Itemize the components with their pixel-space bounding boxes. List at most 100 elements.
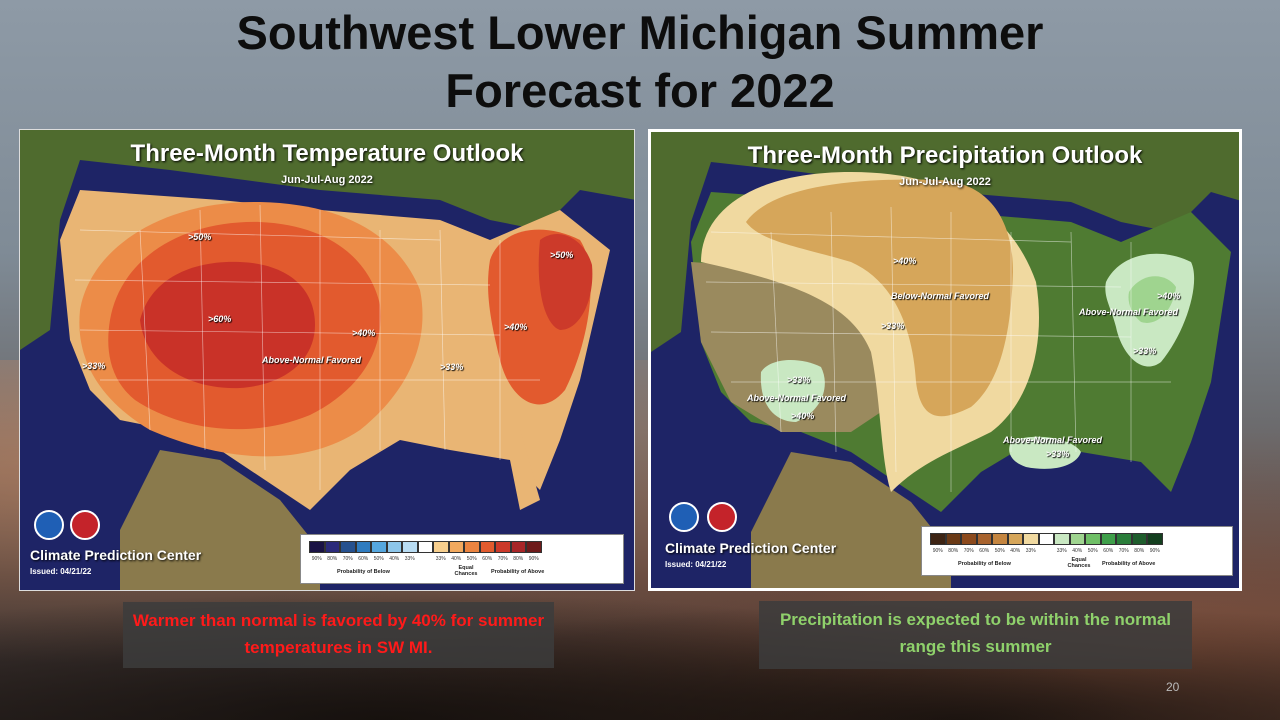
legend-swatch (961, 533, 977, 545)
legend-swatch (1023, 533, 1039, 545)
precipitation-map-graphic (651, 132, 1239, 588)
legend-swatch (495, 541, 511, 553)
legend-tick-label: 70% (342, 556, 353, 562)
legend-swatch (930, 533, 946, 545)
precip-label-33-sw: >33% (787, 375, 811, 385)
legend-swatch (433, 541, 449, 553)
precip-label-33-east: >33% (1133, 346, 1157, 356)
temp-label-33-west: >33% (82, 361, 106, 371)
legend-swatch (1085, 533, 1101, 545)
page-number: 20 (1166, 680, 1180, 694)
legend-swatch (1069, 533, 1085, 545)
precip-label-33-central: >33% (881, 321, 905, 331)
legend-tick-label: 70% (497, 556, 508, 562)
temp-label-50-west: >50% (188, 232, 212, 242)
temperature-caption: Warmer than normal is favored by 40% for… (123, 602, 554, 668)
precipitation-outlook-map: Three-Month Precipitation Outlook Jun-Ju… (648, 129, 1242, 591)
precip-legend-equal-caption: Equal Chances (1067, 557, 1091, 569)
precip-label-below-normal: Below-Normal Favored (891, 291, 990, 301)
noaa-logo-icon (34, 510, 64, 540)
temp-label-40-east: >40% (504, 322, 528, 332)
legend-tick-label: 80% (948, 548, 959, 554)
precip-legend-swatches (930, 533, 1163, 545)
legend-swatch (448, 541, 464, 553)
precip-issued-date: Issued: 04/21/22 (665, 560, 727, 569)
precip-label-above-sw: Above-Normal Favored (747, 393, 847, 403)
temperature-map-graphic (20, 130, 634, 590)
temp-label-above-normal: Above-Normal Favored (262, 355, 362, 365)
legend-tick-label (418, 556, 434, 562)
legend-tick-label: 40% (1072, 548, 1083, 554)
legend-swatch (992, 533, 1008, 545)
legend-tick-label: 60% (482, 556, 493, 562)
legend-swatch (309, 541, 325, 553)
temperature-legend: 90% 80% 70% 60% 50% 40% 33% 33% 40% 50% 60% 70% 80% 9… (300, 534, 624, 584)
legend-swatch (526, 541, 542, 553)
precip-legend-below-caption: Probability of Below (958, 561, 1011, 567)
legend-swatch (1054, 533, 1070, 545)
legend-swatch (417, 541, 433, 553)
legend-swatch (324, 541, 340, 553)
legend-swatch (386, 541, 402, 553)
legend-tick-label: 40% (451, 556, 462, 562)
temp-label-60: >60% (208, 314, 232, 324)
temp-legend-below-caption: Probability of Below (337, 569, 390, 575)
legend-tick-label: 90% (1149, 548, 1160, 554)
legend-tick-label: 80% (1134, 548, 1145, 554)
temperature-map-title: Three-Month Temperature Outlook (130, 140, 524, 167)
temp-label-33-east: >33% (440, 362, 464, 372)
precip-legend-above-caption: Probability of Above (1102, 561, 1156, 567)
legend-swatch (402, 541, 418, 553)
temp-label-50-east: >50% (550, 250, 574, 260)
legend-tick-label: 90% (932, 548, 943, 554)
title-line-2: Forecast for 2022 (445, 64, 835, 117)
temp-legend-above-caption: Probability of Above (491, 569, 545, 575)
legend-swatch (355, 541, 371, 553)
legend-swatch (371, 541, 387, 553)
precip-label-40-sw: >40% (791, 411, 815, 421)
noaa-logo-icon (669, 502, 699, 532)
precip-label-33-gulf: >33% (1046, 449, 1070, 459)
legend-swatch (510, 541, 526, 553)
precipitation-caption: Precipitation is expected to be within t… (759, 601, 1192, 669)
temp-legend-equal-caption: Equal Chances (454, 565, 478, 577)
precipitation-map-subtitle: Jun-Jul-Aug 2022 (899, 176, 991, 188)
legend-tick-label: 90% (311, 556, 322, 562)
legend-swatch (1100, 533, 1116, 545)
temp-legend-ticks: 90% 80% 70% 60% 50% 40% 33% 33% 40% 50% 60% 70% 80% 9… (309, 556, 542, 562)
legend-swatch (945, 533, 961, 545)
legend-tick-label: 33% (435, 556, 446, 562)
legend-tick-label: 40% (389, 556, 400, 562)
slide-title: Southwest Lower Michigan Summer Forecast… (0, 4, 1280, 120)
precipitation-legend: 90% 80% 70% 60% 50% 40% 33% 33% 40% 50% 60% 70% 80% 9… (921, 526, 1233, 576)
legend-tick-label: 33% (1025, 548, 1036, 554)
precip-label-above-gulf: Above-Normal Favored (1003, 435, 1103, 445)
legend-tick-label: 90% (528, 556, 539, 562)
legend-tick-label: 80% (327, 556, 338, 562)
precip-label-40-north: >40% (893, 256, 917, 266)
legend-tick-label: 50% (994, 548, 1005, 554)
legend-swatch (464, 541, 480, 553)
legend-tick-label: 40% (1010, 548, 1021, 554)
title-line-1: Southwest Lower Michigan Summer (236, 6, 1044, 59)
legend-swatch (340, 541, 356, 553)
precip-agency-name: Climate Prediction Center (665, 540, 837, 556)
temperature-outlook-map: Three-Month Temperature Outlook Jun-Jul-… (19, 129, 635, 591)
legend-swatch (1131, 533, 1147, 545)
legend-tick-label (1039, 548, 1055, 554)
legend-tick-label: 33% (1056, 548, 1067, 554)
precip-label-above-east: Above-Normal Favored (1079, 307, 1179, 317)
precip-label-40-east: >40% (1157, 291, 1181, 301)
legend-tick-label: 60% (358, 556, 369, 562)
nws-logo-icon (707, 502, 737, 532)
legend-tick-label: 50% (466, 556, 477, 562)
nws-logo-icon (70, 510, 100, 540)
precip-legend-ticks: 90% 80% 70% 60% 50% 40% 33% 33% 40% 50% 60% 70% 80% 9… (930, 548, 1163, 554)
legend-tick-label: 60% (979, 548, 990, 554)
temp-issued-date: Issued: 04/21/22 (30, 567, 92, 576)
temp-legend-swatches (309, 541, 542, 553)
temp-label-40-central: >40% (352, 328, 376, 338)
legend-swatch (1147, 533, 1163, 545)
legend-swatch (1007, 533, 1023, 545)
legend-tick-label: 60% (1103, 548, 1114, 554)
